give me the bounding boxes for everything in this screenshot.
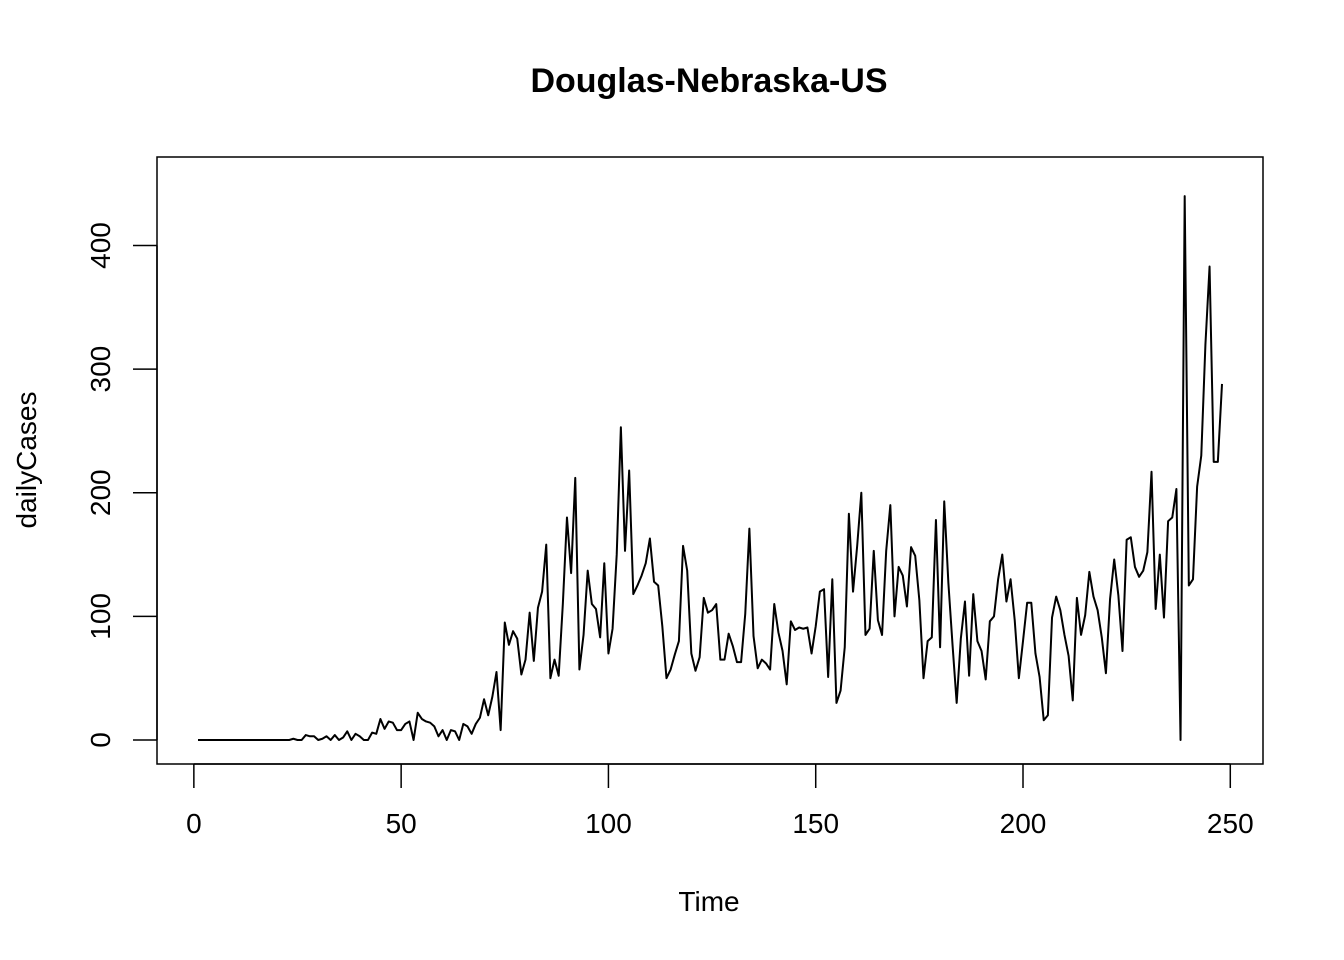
y-tick-label: 200 [85,469,116,516]
x-tick-label: 200 [1000,808,1047,839]
y-axis: 0 100 200 300 400 [85,222,158,748]
y-tick-label: 400 [85,222,116,269]
x-tick-label: 50 [386,808,417,839]
plot-box [156,156,1264,765]
y-tick-label: 100 [85,593,116,640]
series-line-daily-cases [198,195,1223,741]
y-tick-label: 300 [85,346,116,393]
x-axis-label: Time [678,886,739,917]
x-tick-label: 0 [186,808,202,839]
y-axis-label: dailyCases [11,392,42,529]
y-tick-label: 0 [85,732,116,748]
x-tick-label: 150 [792,808,839,839]
x-tick-label: 250 [1207,808,1254,839]
chart-title: Douglas-Nebraska-US [530,62,887,100]
x-axis: 0 50 100 150 200 250 [186,763,1254,839]
x-tick-label: 100 [585,808,632,839]
